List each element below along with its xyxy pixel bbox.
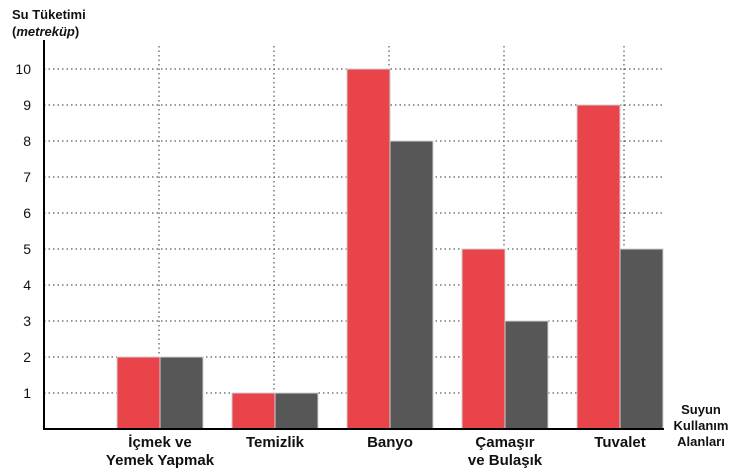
bar-series-1 — [346, 68, 391, 430]
axes — [43, 40, 664, 430]
x-tick-label: Banyo — [367, 434, 413, 451]
y-tick-label: 5 — [23, 241, 31, 257]
bar-series-1 — [461, 248, 506, 430]
bar-series-2 — [274, 392, 319, 430]
bar-series-2 — [389, 140, 434, 430]
x-tick-label: Tuvalet — [594, 434, 645, 451]
x-tick-label: ve Bulaşık — [468, 452, 543, 469]
y-axis-label-title: Su Tüketimi — [12, 7, 86, 22]
y-axis-unit: metreküp — [16, 24, 75, 39]
x-tick-label: Temizlik — [246, 434, 305, 451]
y-tick-label: 8 — [23, 133, 31, 149]
bar-series-2 — [159, 356, 204, 430]
y-tick-label: 3 — [23, 313, 31, 329]
x-axis-label-line: Alanları — [677, 434, 725, 449]
y-tick-label: 6 — [23, 205, 31, 221]
y-tick-label: 4 — [23, 277, 31, 293]
x-tick-label: İçmek ve — [128, 434, 191, 451]
x-axis-label-line: Suyun — [681, 402, 721, 417]
x-tick-label: Yemek Yapmak — [106, 452, 215, 469]
y-tick-label: 9 — [23, 97, 31, 113]
bar-series-1 — [116, 356, 161, 430]
x-axis-label: Suyun Kullanım Alanları — [666, 402, 736, 450]
bar-series-2 — [504, 320, 549, 430]
y-tick-labels: 1 2 3 4 5 6 7 8 9 10 — [15, 61, 31, 401]
y-tick-label: 7 — [23, 169, 31, 185]
x-axis-label-line: Kullanım — [673, 418, 729, 433]
x-tick-label: Çamaşır — [475, 434, 534, 451]
y-tick-label: 1 — [23, 385, 31, 401]
bars — [116, 68, 664, 430]
y-tick-label: 2 — [23, 349, 31, 365]
bar-series-1 — [576, 104, 621, 430]
y-axis-label-unit: (metreküp) — [12, 24, 80, 39]
bar-series-2 — [619, 248, 664, 430]
bar-series-1 — [231, 392, 276, 430]
y-tick-label: 10 — [15, 61, 31, 77]
y-axis-label: Su Tüketimi (metreküp) — [12, 6, 86, 40]
